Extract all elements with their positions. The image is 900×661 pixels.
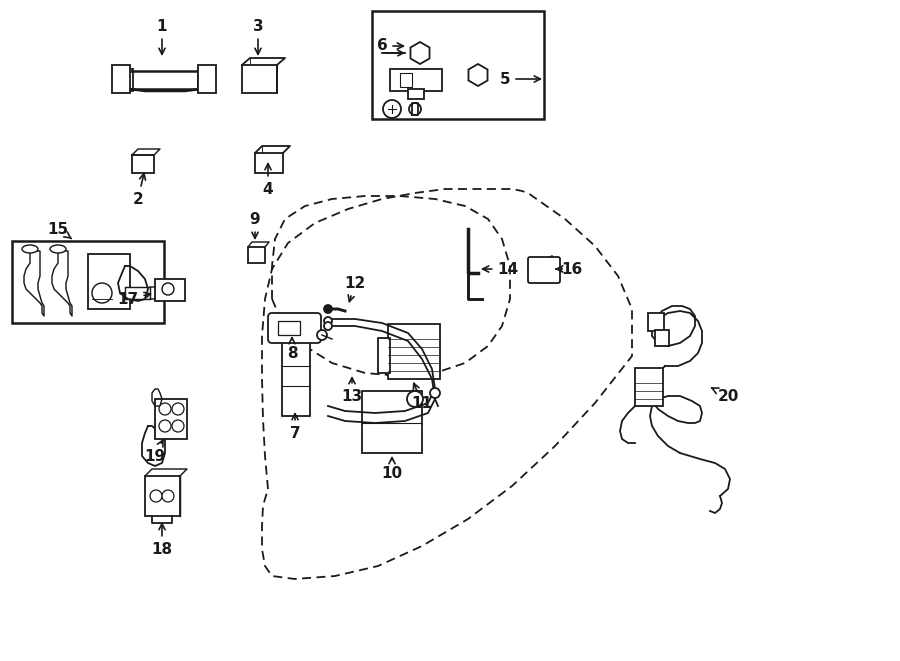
FancyBboxPatch shape xyxy=(528,257,560,283)
Text: 15: 15 xyxy=(48,221,71,239)
Bar xyxy=(125,287,150,299)
Ellipse shape xyxy=(22,245,38,253)
Text: 13: 13 xyxy=(341,377,363,403)
Circle shape xyxy=(383,100,401,118)
Text: 17: 17 xyxy=(117,292,150,307)
Bar xyxy=(198,65,216,93)
Circle shape xyxy=(159,403,171,415)
Text: 7: 7 xyxy=(290,414,301,440)
Bar xyxy=(145,476,180,516)
Bar xyxy=(278,321,300,335)
Circle shape xyxy=(407,391,423,407)
Ellipse shape xyxy=(50,245,66,253)
Circle shape xyxy=(324,305,332,313)
Circle shape xyxy=(150,490,162,502)
Text: 20: 20 xyxy=(712,388,739,403)
Circle shape xyxy=(409,103,421,115)
Text: 5: 5 xyxy=(500,71,540,87)
Bar xyxy=(362,391,422,453)
Text: 9: 9 xyxy=(249,212,260,239)
Bar xyxy=(88,254,130,309)
Text: 12: 12 xyxy=(345,276,365,301)
Bar xyxy=(408,89,424,99)
Bar xyxy=(655,330,669,346)
Bar xyxy=(282,341,310,416)
Text: 11: 11 xyxy=(411,383,433,410)
Bar xyxy=(198,69,213,91)
Text: 10: 10 xyxy=(382,457,402,481)
Bar xyxy=(390,69,442,91)
Bar xyxy=(132,155,154,173)
Text: 19: 19 xyxy=(144,440,166,463)
Bar xyxy=(112,65,130,93)
Bar xyxy=(242,65,277,93)
Bar xyxy=(155,399,187,439)
Bar xyxy=(255,153,283,173)
Bar xyxy=(648,313,664,331)
FancyBboxPatch shape xyxy=(268,313,321,343)
Bar xyxy=(378,338,390,373)
Text: 1: 1 xyxy=(157,19,167,54)
Bar xyxy=(635,368,663,406)
Circle shape xyxy=(172,403,184,415)
Bar xyxy=(248,247,265,263)
Text: 2: 2 xyxy=(132,174,146,206)
Text: 8: 8 xyxy=(287,338,297,360)
Bar xyxy=(400,73,412,87)
Bar xyxy=(155,279,185,301)
Circle shape xyxy=(172,420,184,432)
Text: 6: 6 xyxy=(376,38,403,54)
Circle shape xyxy=(324,322,332,330)
Bar xyxy=(372,11,544,119)
Text: 4: 4 xyxy=(263,164,274,196)
Text: 3: 3 xyxy=(253,19,264,54)
Text: 14: 14 xyxy=(482,262,518,276)
Text: 18: 18 xyxy=(151,524,173,557)
Circle shape xyxy=(317,330,327,340)
Text: 16: 16 xyxy=(555,262,582,276)
Bar xyxy=(118,69,133,91)
Circle shape xyxy=(159,420,171,432)
Circle shape xyxy=(324,317,332,325)
Circle shape xyxy=(430,388,440,398)
Circle shape xyxy=(162,283,174,295)
Bar xyxy=(12,241,164,323)
Circle shape xyxy=(162,490,174,502)
Bar xyxy=(388,324,440,379)
Circle shape xyxy=(92,283,112,303)
